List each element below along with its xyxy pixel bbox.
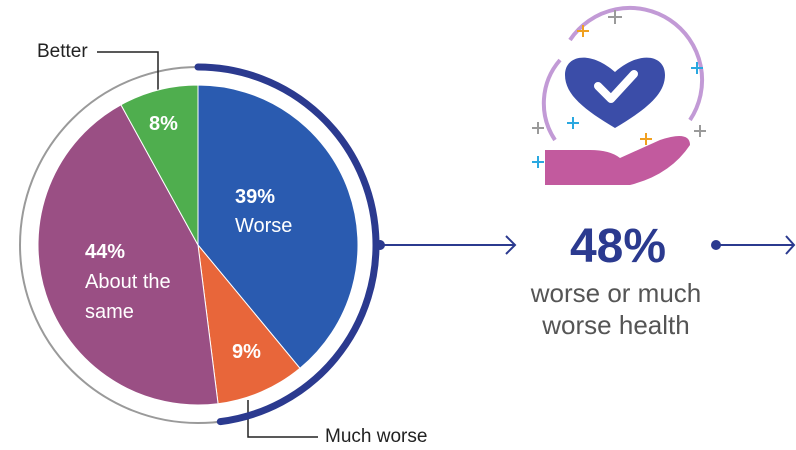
value-label: 8% [149,113,178,135]
highlight-arc [194,63,380,426]
health-icon [532,5,706,185]
leader-line [247,400,318,438]
pie-slice [37,104,219,406]
summary-text: worse or much worse health [530,278,702,340]
summary-value: 48% [569,220,667,273]
leader-line [97,51,159,108]
value-label: 39% [235,186,276,208]
value-label: 44% [85,241,126,263]
pie-slice [197,84,359,369]
arrowhead [505,235,517,255]
category-label: Worse [235,215,293,237]
connector-dot [711,240,721,250]
arrowhead [785,235,796,255]
category-label: About the same [85,271,171,323]
value-label: 9% [232,341,261,363]
category-label: Better [37,41,88,62]
pie-slice [120,84,199,246]
category-label: Much worse [325,426,428,447]
pie-slice [197,243,301,405]
